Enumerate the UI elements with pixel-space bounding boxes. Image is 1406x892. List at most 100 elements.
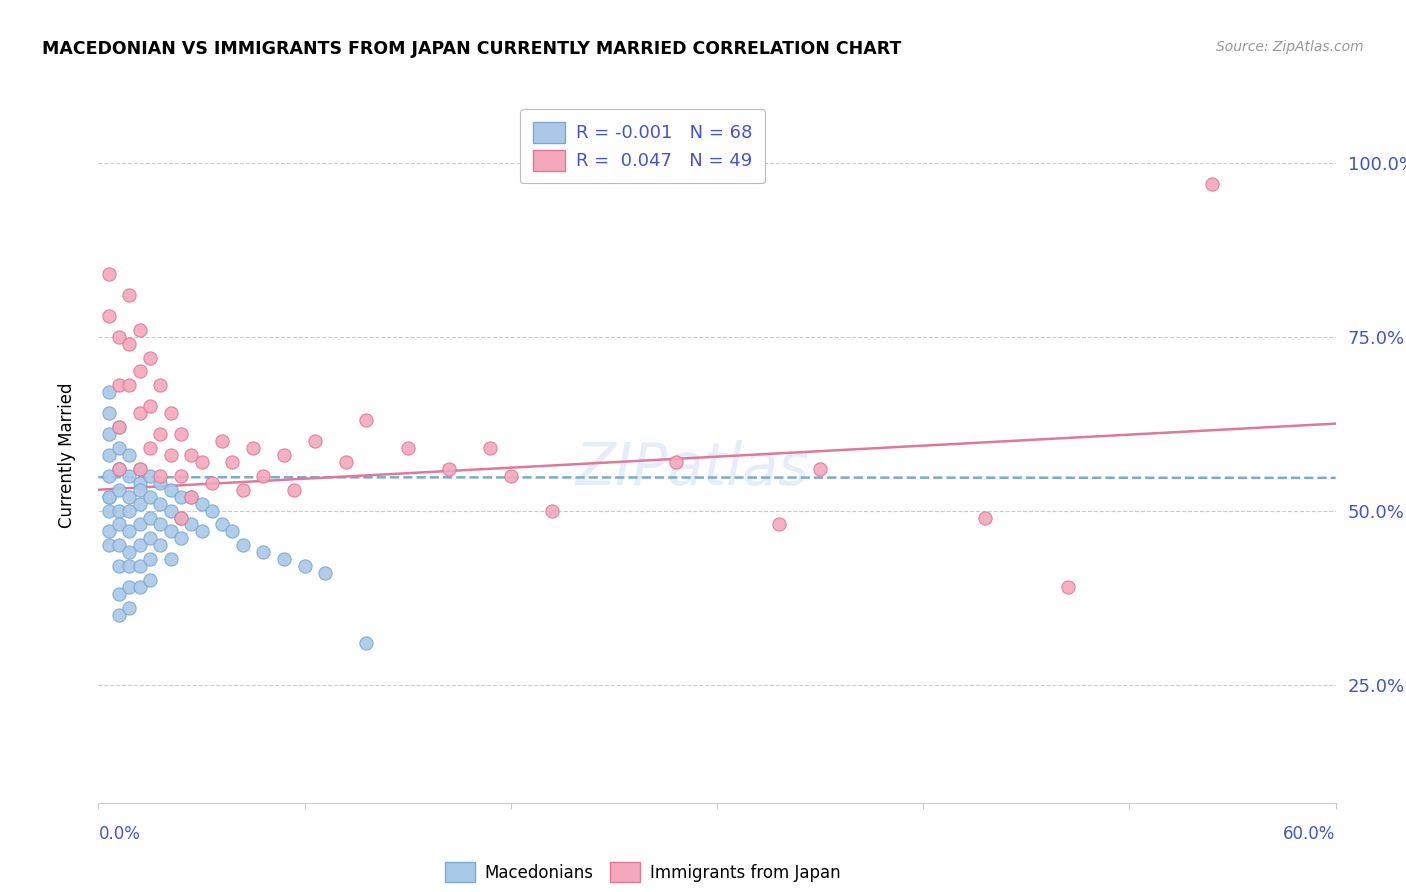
Point xyxy=(118,503,141,517)
Point xyxy=(180,490,202,504)
Point xyxy=(128,462,150,476)
Text: 0.0%: 0.0% xyxy=(98,825,141,843)
Point xyxy=(273,552,295,566)
Point xyxy=(97,490,120,504)
Point xyxy=(149,427,172,442)
Point xyxy=(149,497,172,511)
Point xyxy=(108,503,131,517)
Point xyxy=(118,490,141,504)
Point xyxy=(118,559,141,574)
Point xyxy=(97,448,120,462)
Point xyxy=(128,517,150,532)
Point xyxy=(283,483,305,497)
Point xyxy=(108,329,131,343)
Point xyxy=(149,517,172,532)
Point xyxy=(314,566,336,581)
Point xyxy=(108,462,131,476)
Point xyxy=(170,510,193,524)
Point xyxy=(108,517,131,532)
Point xyxy=(108,462,131,476)
Point xyxy=(108,441,131,455)
Point xyxy=(118,336,141,351)
Point xyxy=(128,497,150,511)
Point xyxy=(97,524,120,539)
Point xyxy=(118,468,141,483)
Point xyxy=(768,517,790,532)
Point xyxy=(118,545,141,559)
Point xyxy=(128,538,150,552)
Point xyxy=(221,524,243,539)
Point xyxy=(97,490,120,504)
Point xyxy=(170,490,193,504)
Point xyxy=(97,309,120,323)
Point xyxy=(128,559,150,574)
Point xyxy=(479,441,502,455)
Point xyxy=(201,503,224,517)
Point xyxy=(808,462,831,476)
Point xyxy=(108,483,131,497)
Point xyxy=(108,420,131,434)
Point xyxy=(242,441,264,455)
Point xyxy=(97,406,120,420)
Point xyxy=(118,601,141,615)
Point xyxy=(974,510,997,524)
Point xyxy=(232,538,254,552)
Point xyxy=(108,378,131,392)
Point xyxy=(97,468,120,483)
Point xyxy=(396,441,419,455)
Point xyxy=(665,455,688,469)
Point xyxy=(108,538,131,552)
Point xyxy=(139,490,162,504)
Point xyxy=(118,448,141,462)
Point xyxy=(149,538,172,552)
Point xyxy=(149,475,172,490)
Point xyxy=(97,503,120,517)
Point xyxy=(190,497,212,511)
Y-axis label: Currently Married: Currently Married xyxy=(58,382,76,528)
Point xyxy=(211,434,233,448)
Point xyxy=(221,455,243,469)
Text: 60.0%: 60.0% xyxy=(1284,825,1336,843)
Text: MACEDONIAN VS IMMIGRANTS FROM JAPAN CURRENTLY MARRIED CORRELATION CHART: MACEDONIAN VS IMMIGRANTS FROM JAPAN CURR… xyxy=(42,40,901,58)
Point xyxy=(252,468,274,483)
Point xyxy=(211,517,233,532)
Point xyxy=(139,552,162,566)
Point xyxy=(97,427,120,442)
Point xyxy=(356,413,378,427)
Point xyxy=(139,573,162,587)
Point xyxy=(108,587,131,601)
Point xyxy=(128,462,150,476)
Point xyxy=(180,490,202,504)
Point xyxy=(128,475,150,490)
Point xyxy=(139,441,162,455)
Point xyxy=(294,559,316,574)
Point xyxy=(118,288,141,302)
Point xyxy=(149,378,172,392)
Point xyxy=(170,468,193,483)
Point xyxy=(149,468,172,483)
Point xyxy=(232,483,254,497)
Point xyxy=(139,351,162,365)
Point xyxy=(128,483,150,497)
Point xyxy=(139,532,162,546)
Point xyxy=(97,385,120,400)
Point xyxy=(97,538,120,552)
Point xyxy=(170,427,193,442)
Point xyxy=(170,510,193,524)
Point xyxy=(304,434,326,448)
Point xyxy=(273,448,295,462)
Point xyxy=(180,448,202,462)
Point xyxy=(180,517,202,532)
Text: ZIPatlas: ZIPatlas xyxy=(575,441,808,498)
Point xyxy=(118,524,141,539)
Point xyxy=(159,406,181,420)
Text: Source: ZipAtlas.com: Source: ZipAtlas.com xyxy=(1216,40,1364,54)
Legend: Macedonians, Immigrants from Japan: Macedonians, Immigrants from Japan xyxy=(439,855,848,888)
Point xyxy=(190,524,212,539)
Point xyxy=(170,532,193,546)
Point xyxy=(499,468,522,483)
Point xyxy=(118,378,141,392)
Point xyxy=(190,455,212,469)
Point xyxy=(159,448,181,462)
Point xyxy=(139,399,162,413)
